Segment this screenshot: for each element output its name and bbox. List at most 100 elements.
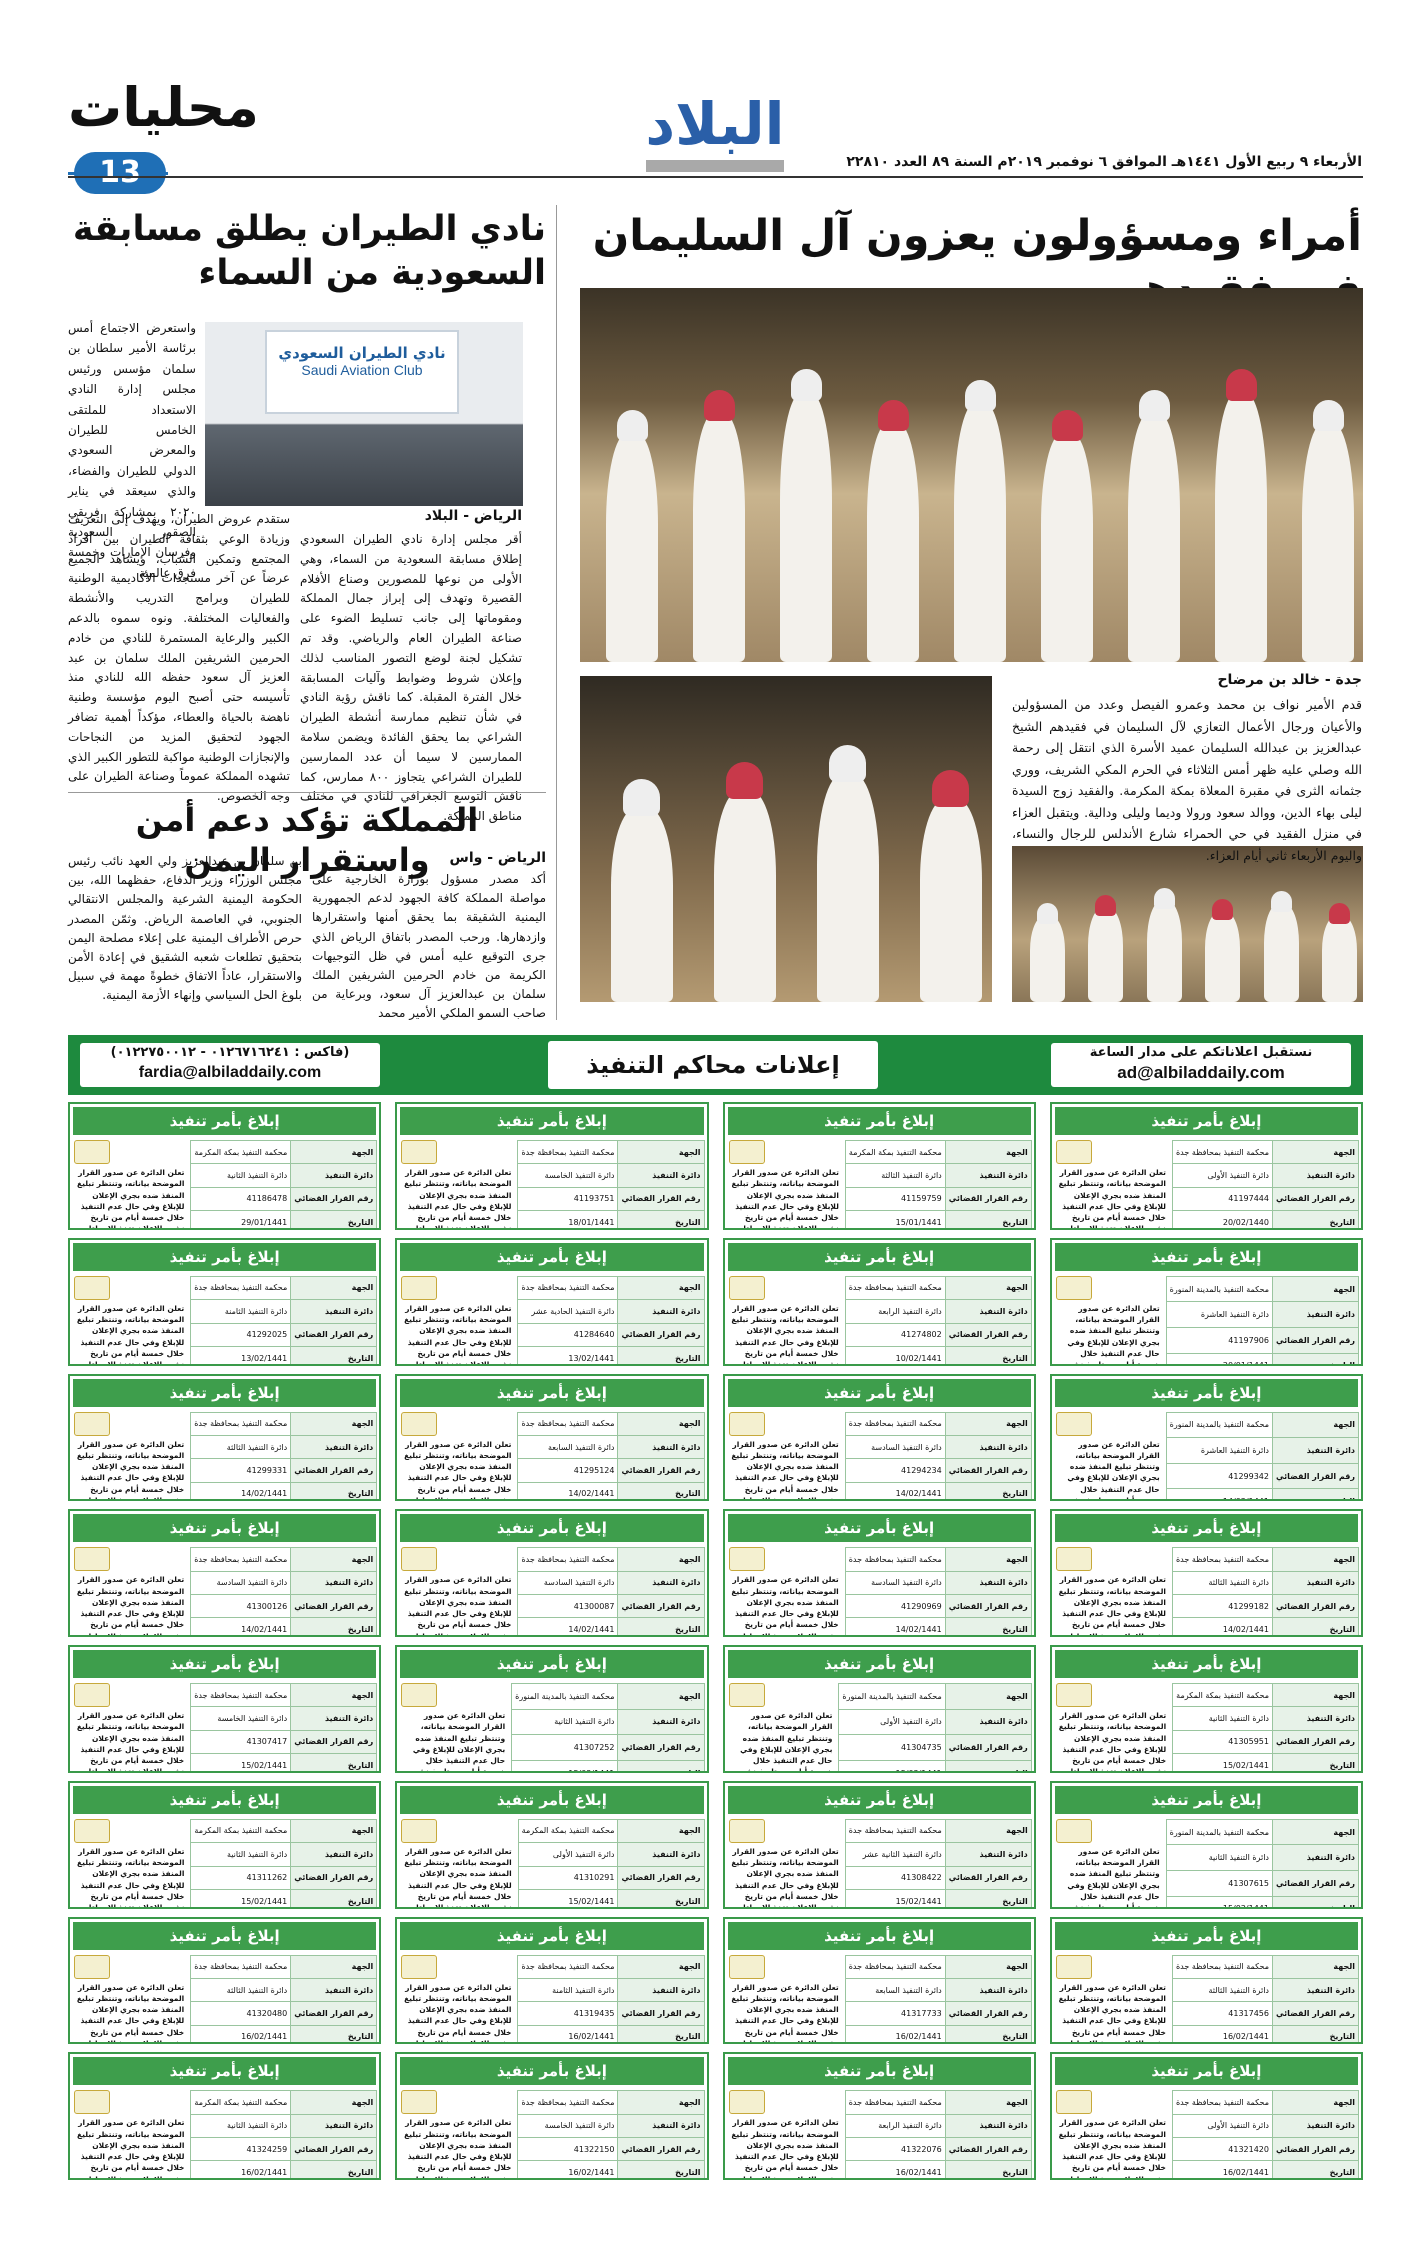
table-row: رقم القرار القضائي 41324259 — [190, 2137, 378, 2162]
emblem — [74, 1547, 110, 1572]
table-row: دائرة التنفيذ دائرة التنفيذ الثانية — [190, 1842, 378, 1867]
field-label: التاريخ — [1271, 1895, 1360, 1907]
table-row: التاريخ 16/02/1441 — [517, 2024, 705, 2043]
table-row: رقم القرار القضائي 41295124 — [517, 1458, 705, 1483]
field-label: الجهة — [944, 1275, 1032, 1301]
notice: إبلاغ بأمر تنفيذ الجهة محكمة التنفيذ بالمد… — [1049, 1373, 1363, 1502]
field-label: رقم القرار القضائي — [290, 1322, 378, 1347]
field-label: التاريخ — [617, 1481, 705, 1500]
notice-main: الجهة محكمة التنفيذ بمحافظة جدة دائرة التن… — [397, 2088, 706, 2179]
field-value: 41295124 — [517, 1458, 619, 1483]
head-scarf — [1138, 389, 1170, 421]
notice-text: تعلن الدائرة عن صدور القرار الموضحة بيان… — [76, 1439, 185, 1502]
notice-table: الجهة محكمة التنفيذ بمحافظة جدة دائرة التن… — [1171, 2090, 1360, 2179]
field-label: دائرة التنفيذ — [290, 1977, 378, 2003]
field-label: التاريخ — [944, 2160, 1032, 2179]
field-value: 41299182 — [1171, 1594, 1273, 1619]
field-value: 41308422 — [844, 1865, 946, 1890]
notice-main: الجهة محكمة التنفيذ بمحافظة جدة دائرة التن… — [725, 1410, 1034, 1500]
head-scarf — [1312, 399, 1344, 432]
field-label: دائرة التنفيذ — [617, 1163, 705, 1188]
field-label: رقم القرار القضائي — [617, 1186, 705, 1212]
field-value: 41193751 — [517, 1186, 619, 1212]
notice-side: تعلن الدائرة عن صدور القرار الموضحة بيان… — [397, 1953, 515, 2042]
emblem — [1055, 1140, 1092, 1164]
field-value: 41300087 — [517, 1594, 619, 1619]
field-label: دائرة التنفيذ — [617, 1977, 705, 2003]
field-value: 16/02/1441 — [517, 2024, 619, 2043]
field-label: دائرة التنفيذ — [944, 1299, 1032, 1324]
field-value: دائرة التنفيذ العاشرة — [1165, 1437, 1273, 1464]
notice-text: تعلن الدائرة عن صدور القرار الموضحة بيان… — [76, 1982, 185, 2045]
figure — [1088, 908, 1124, 1002]
field-label: رقم القرار القضائي — [617, 1594, 705, 1619]
field-value: محكمة التنفيذ بمحافظة جدة — [844, 2090, 946, 2115]
table-row: التاريخ 18/01/1441 — [517, 1210, 705, 1228]
notice-title: إبلاغ بأمر تنفيذ — [727, 1378, 1031, 1407]
screen: نادي الطيران السعودي Saudi Aviation Club — [265, 330, 459, 414]
notice: إبلاغ بأمر تنفيذ الجهة محكمة التنفيذ بمحاف… — [1049, 1916, 1363, 2045]
emblem — [401, 1411, 438, 1436]
notice-title: إبلاغ بأمر تنفيذ — [400, 1785, 704, 1814]
notice-side: تعلن الدائرة عن صدور القرار الموضحة بيان… — [397, 1274, 515, 1364]
table-row: الجهة محكمة التنفيذ بمحافظة جدة — [517, 1954, 705, 1979]
head-scarf — [877, 399, 909, 432]
notice-header: إبلاغ بأمر تنفيذ — [1052, 1783, 1361, 1817]
table-row: رقم القرار القضائي 41310291 — [517, 1865, 705, 1890]
field-label: التاريخ — [944, 2024, 1032, 2043]
field-label: الجهة — [617, 1275, 705, 1301]
field-label: التاريخ — [290, 2024, 378, 2043]
notice-text: تعلن الدائرة عن صدور القرار الموضحة بيان… — [731, 1982, 839, 2045]
notice: إبلاغ بأمر تنفيذ الجهة محكمة التنفيذ بمكة … — [395, 1780, 709, 1909]
field-value: محكمة التنفيذ بمحافظة جدة — [1171, 2090, 1273, 2115]
notice-side: تعلن الدائرة عن صدور القرار الموضحة بيان… — [70, 2088, 188, 2178]
table-row: الجهة محكمة التنفيذ بمكة المكرمة — [190, 2090, 378, 2115]
notice-side: تعلن الدائرة عن صدور القرار الموضحة بيان… — [397, 1817, 515, 1907]
field-label: التاريخ — [290, 1617, 378, 1636]
notices-grid: إبلاغ بأمر تنفيذ الجهة محكمة التنفيذ بمحاف… — [68, 1102, 1363, 2180]
table-row: الجهة محكمة التنفيذ بمكة المكرمة — [190, 1818, 378, 1844]
notice-header: إبلاغ بأمر تنفيذ — [725, 1783, 1034, 1817]
emblem — [1055, 1547, 1092, 1572]
field-label: الجهة — [617, 1411, 705, 1436]
field-value: محكمة التنفيذ بمحافظة جدة — [190, 1411, 292, 1436]
table-row: الجهة محكمة التنفيذ بمحافظة جدة — [844, 1411, 1032, 1436]
table-row: دائرة التنفيذ دائرة التنفيذ الثانية — [190, 1163, 378, 1188]
table-row: الجهة محكمة التنفيذ بمحافظة جدة — [190, 1954, 378, 1979]
notice-title: إبلاغ بأمر تنفيذ — [1054, 1785, 1358, 1814]
table-row: دائرة التنفيذ دائرة التنفيذ الأولى — [1171, 2113, 1360, 2139]
notice-table: الجهة محكمة التنفيذ بمحافظة جدة دائرة التن… — [844, 1411, 1032, 1500]
figure — [1302, 423, 1355, 662]
field-label: التاريخ — [944, 1617, 1032, 1636]
emblem — [728, 1275, 765, 1300]
head-scarf — [1212, 898, 1234, 921]
field-value: 41197906 — [1165, 1327, 1273, 1354]
notice-title: إبلاغ بأمر تنفيذ — [727, 1785, 1031, 1814]
field-value: 15/02/1441 — [190, 1888, 292, 1907]
notice-title: إبلاغ بأمر تنفيذ — [1054, 1921, 1358, 1950]
notice: إبلاغ بأمر تنفيذ الجهة محكمة التنفيذ بمكة … — [68, 2052, 382, 2180]
notice-main: الجهة محكمة التنفيذ بمكة المكرمة دائرة الت… — [70, 1138, 379, 1228]
figure — [1322, 915, 1358, 1002]
notice-side: تعلن الدائرة عن صدور القرار الموضحة بيان… — [70, 1410, 188, 1502]
notice-header: إبلاغ بأمر تنفيذ — [1052, 2054, 1361, 2088]
body-text: أكد مصدر مسؤول بوزارة الخارجية على مواصل… — [312, 872, 546, 1021]
figure — [919, 799, 982, 1002]
emblem — [74, 1818, 110, 1843]
table-row: التاريخ 16/02/1441 — [1171, 2160, 1360, 2179]
photo: نادي الطيران السعودي Saudi Aviation Club — [205, 322, 523, 506]
field-value: دائرة التنفيذ السادسة — [517, 1570, 619, 1596]
field-label: دائرة التنفيذ — [290, 1842, 378, 1867]
contact-note: نستقبل اعلاناتكم على مدار الساعة — [1089, 1045, 1313, 1060]
field-value: 41307252 — [511, 1734, 619, 1761]
photo — [1012, 846, 1363, 1002]
notice-text: تعلن الدائرة عن صدور القرار الموضحة بيان… — [731, 1846, 839, 1909]
table-row: الجهة محكمة التنفيذ بمحافظة جدة — [844, 1818, 1032, 1844]
field-value: 14/02/1441 — [190, 1481, 292, 1500]
notice-side: تعلن الدائرة عن صدور القرار الموضحة بيان… — [397, 1410, 515, 1499]
table-row: الجهة محكمة التنفيذ بمحافظة جدة — [190, 1275, 378, 1301]
